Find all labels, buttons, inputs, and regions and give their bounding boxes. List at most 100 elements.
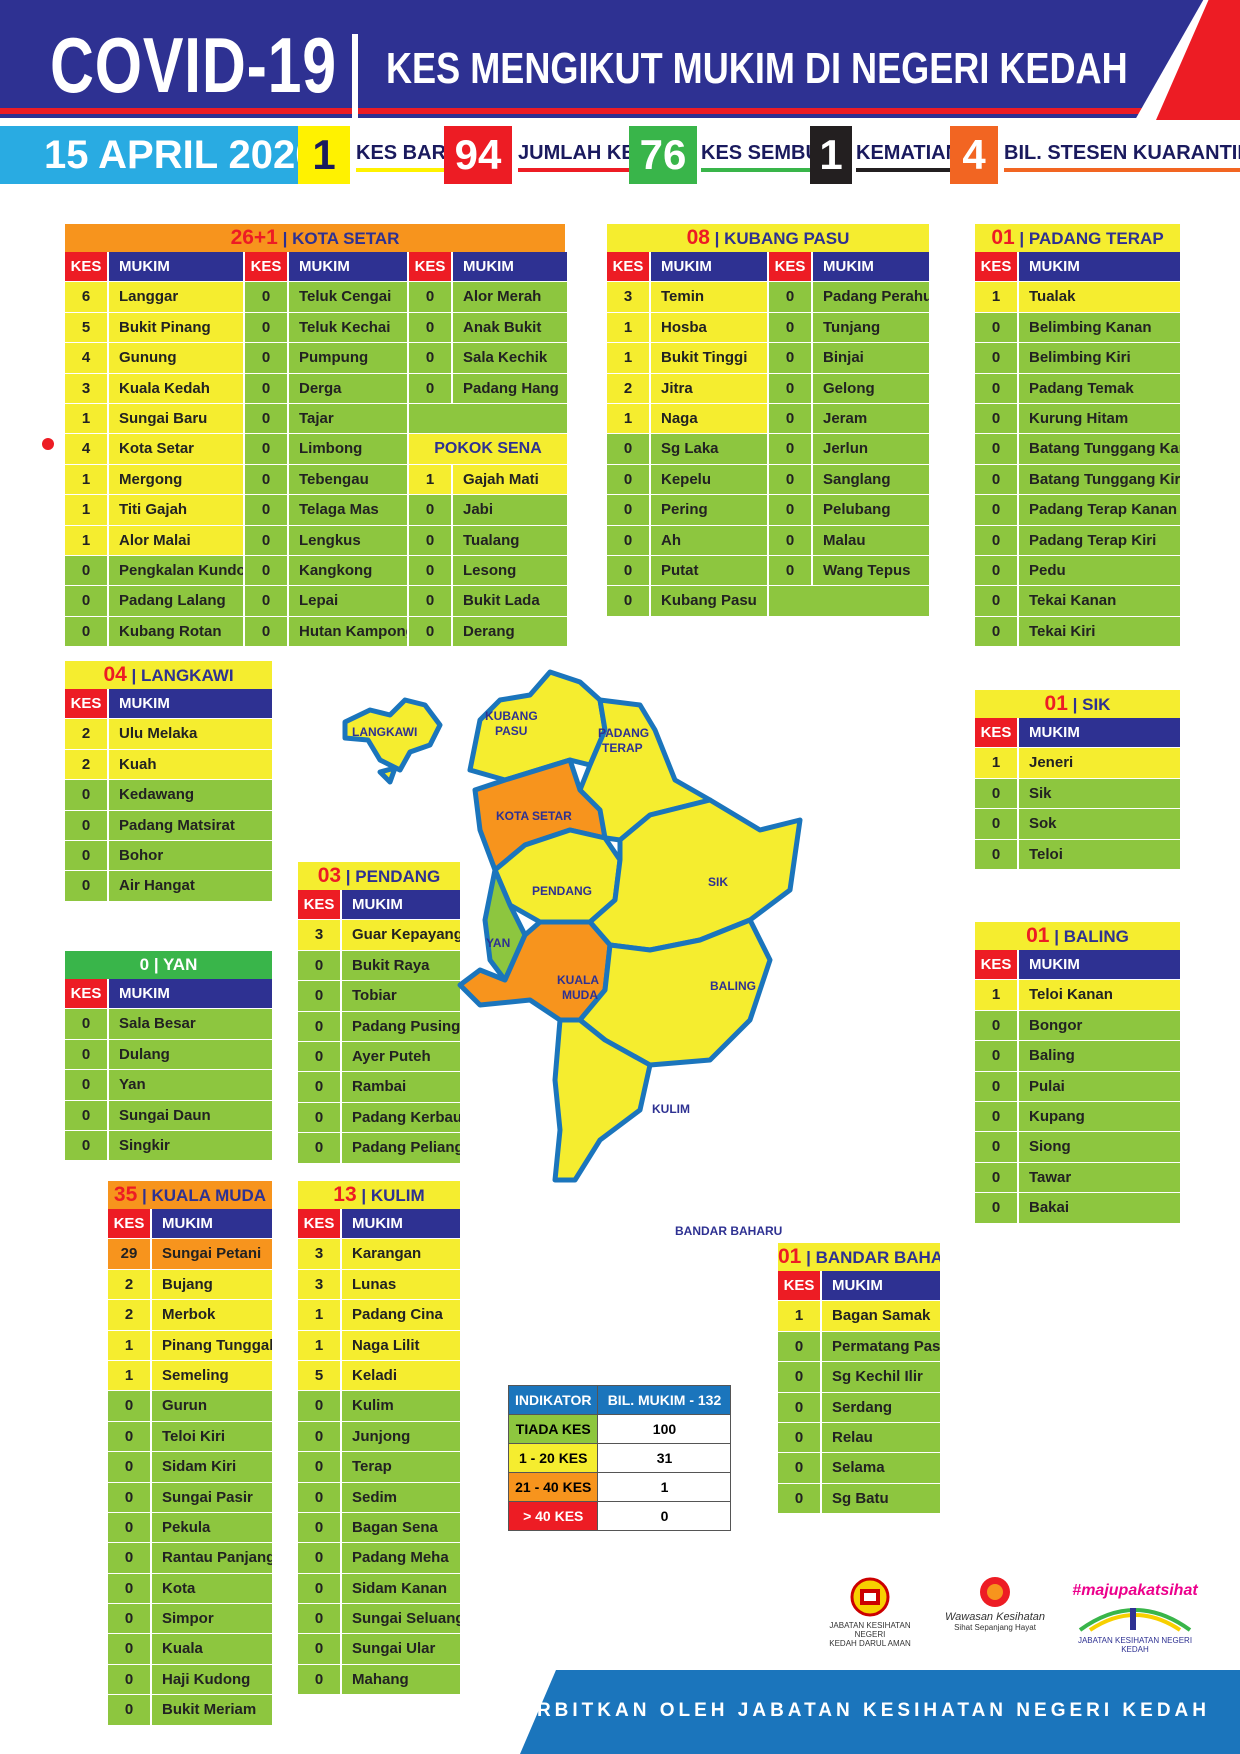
table-row: 0 Sungai Seluang xyxy=(298,1604,460,1635)
stat-value: 76 xyxy=(629,126,697,184)
kes-cell: 0 xyxy=(409,586,453,616)
district-count: 01 xyxy=(1044,692,1068,715)
district-name: BALING xyxy=(1063,927,1129,946)
mukim-cell: Derang xyxy=(463,622,515,640)
table-row: 0 Sik xyxy=(975,778,1180,810)
column: KES MUKIM 0 Padang Perahu 0 Tunjang 0 Binjai 0 G… xyxy=(767,252,929,617)
kes-cell: 0 xyxy=(108,1482,152,1512)
mukim-header: MUKIM xyxy=(1019,252,1180,282)
kes-cell: 1 xyxy=(298,1300,342,1330)
map-baling xyxy=(577,917,773,1068)
kes-cell: 3 xyxy=(607,282,651,312)
table-row: 6 Langgar xyxy=(65,282,243,313)
mukim-cell: Serdang xyxy=(832,1398,893,1416)
kes-cell: 5 xyxy=(65,312,109,343)
kes-cell: 3 xyxy=(298,920,342,950)
mukim-header: MUKIM xyxy=(822,1271,940,1301)
mukim-cell: Bagan Sena xyxy=(352,1518,438,1536)
kes-cell: 0 xyxy=(65,1039,109,1070)
table-row: 2 Merbok xyxy=(108,1300,272,1331)
hashtag-logo: #majupakatsihat JABATAN KESIHATAN NEGERI… xyxy=(1065,1582,1205,1654)
table-row: 0 Kota xyxy=(108,1573,272,1605)
kes-cell: 0 xyxy=(975,1071,1019,1101)
table-row: 0 Ah xyxy=(607,525,767,556)
mukim-cell: Padang Terap Kanan xyxy=(1029,501,1178,519)
stat-label: JUMLAH KES xyxy=(518,142,649,172)
table-row: 0 Kangkong xyxy=(245,555,407,587)
table-row: 0 Pumpung xyxy=(245,343,407,374)
district-name: KULIM xyxy=(370,1186,425,1205)
kes-cell: 0 xyxy=(778,1362,822,1392)
kes-cell: 1 xyxy=(65,464,109,495)
kes-cell: 0 xyxy=(65,840,109,871)
kes-header: KES xyxy=(607,252,651,282)
table-row: 0 Derga xyxy=(245,373,407,404)
kes-cell: 0 xyxy=(975,1010,1019,1041)
empty-row xyxy=(409,403,567,435)
district-title: 01 | SIK xyxy=(975,690,1180,718)
table-row: 0 Mahang xyxy=(298,1664,460,1696)
district-sik: 01 | SIK KES MUKIM 1 Jeneri 0 Sik 0 Sok 0 Teloi xyxy=(975,690,1180,870)
jkn-logo-line2: KEDAH DARUL AMAN xyxy=(829,1639,911,1648)
kes-cell: 0 xyxy=(769,434,813,464)
table-header: KES MUKIM xyxy=(65,252,243,283)
table-row: 0 Teloi xyxy=(975,839,1180,870)
legend-value: 1 xyxy=(597,1472,732,1502)
table-row: 0 Jerlun xyxy=(769,434,929,465)
kes-header: KES xyxy=(65,252,109,282)
kes-cell: 0 xyxy=(245,312,289,343)
table-row: 1 Naga Lilit xyxy=(298,1330,460,1361)
kes-cell: 0 xyxy=(108,1634,152,1664)
district-count: 01 xyxy=(1026,924,1050,947)
district-count: 0 xyxy=(139,955,150,974)
mukim-cell: Batang Tunggang Kiri xyxy=(1029,470,1180,488)
kes-cell: 0 xyxy=(975,373,1019,403)
mukim-cell: Langgar xyxy=(119,288,179,306)
kes-cell: 0 xyxy=(975,778,1019,809)
table-row: 0 Anak Bukit xyxy=(409,312,567,344)
table-row: 2 Jitra xyxy=(607,373,767,404)
kes-cell: 0 xyxy=(975,525,1019,555)
mukim-cell: Guar Kepayang xyxy=(352,926,460,944)
kes-cell: 0 xyxy=(975,809,1019,839)
table-row: 0 Padang Lalang xyxy=(65,586,243,617)
empty-row xyxy=(769,586,929,617)
mukim-cell: Gajah Mati xyxy=(463,470,539,488)
table-row: 0 Telaga Mas xyxy=(245,495,407,526)
mukim-cell: Binjai xyxy=(823,349,864,367)
district-name: KOTA SETAR xyxy=(292,229,400,248)
mukim-cell: Pering xyxy=(661,501,708,519)
map-label-baling: BALING xyxy=(710,979,756,993)
mukim-cell: Tebengau xyxy=(299,470,369,488)
kes-cell: 0 xyxy=(245,616,289,647)
mukim-cell: Padang Cina xyxy=(352,1306,443,1324)
row-list: 3 Karangan 3 Lunas 1 Padang Cina 1 Naga Lilit 5 K… xyxy=(298,1239,460,1696)
mukim-cell: Sedim xyxy=(352,1488,398,1506)
mukim-cell: Bukit Lada xyxy=(463,592,540,610)
kes-cell: 1 xyxy=(778,1301,822,1331)
table-row: 0 Padang Kerbau xyxy=(298,1102,460,1134)
stat-value: 94 xyxy=(444,126,512,184)
table-row: 1 Semeling xyxy=(108,1360,272,1392)
table-row: 0 Jabi xyxy=(409,495,567,526)
kes-header: KES xyxy=(778,1271,822,1301)
table-row: 1 Sungai Baru xyxy=(65,403,243,435)
legend-value: 100 xyxy=(597,1414,732,1444)
table-row: 0 Batang Tunggang Kanan xyxy=(975,434,1180,465)
district-count: 01 xyxy=(991,226,1015,249)
kes-cell: 0 xyxy=(409,495,453,525)
mukim-cell: Padang Kerbau xyxy=(352,1108,460,1126)
mukim-cell: Pengkalan Kundor xyxy=(119,561,243,579)
table-row: 0 Derang xyxy=(409,616,567,648)
table-row: 0 Relau xyxy=(778,1422,940,1454)
kes-header: KES xyxy=(975,950,1019,980)
table-row: 0 Tebengau xyxy=(245,464,407,496)
mukim-cell: Teloi Kanan xyxy=(1029,986,1113,1004)
kes-cell: 0 xyxy=(65,871,109,901)
map-label-kulim: KULIM xyxy=(652,1102,690,1116)
table-row: 0 Sungai Daun xyxy=(65,1100,272,1131)
kes-header: KES xyxy=(108,1209,152,1239)
kes-cell: 0 xyxy=(769,525,813,555)
mukim-cell: Ah xyxy=(661,531,681,549)
district-name: KUBANG PASU xyxy=(724,229,850,248)
